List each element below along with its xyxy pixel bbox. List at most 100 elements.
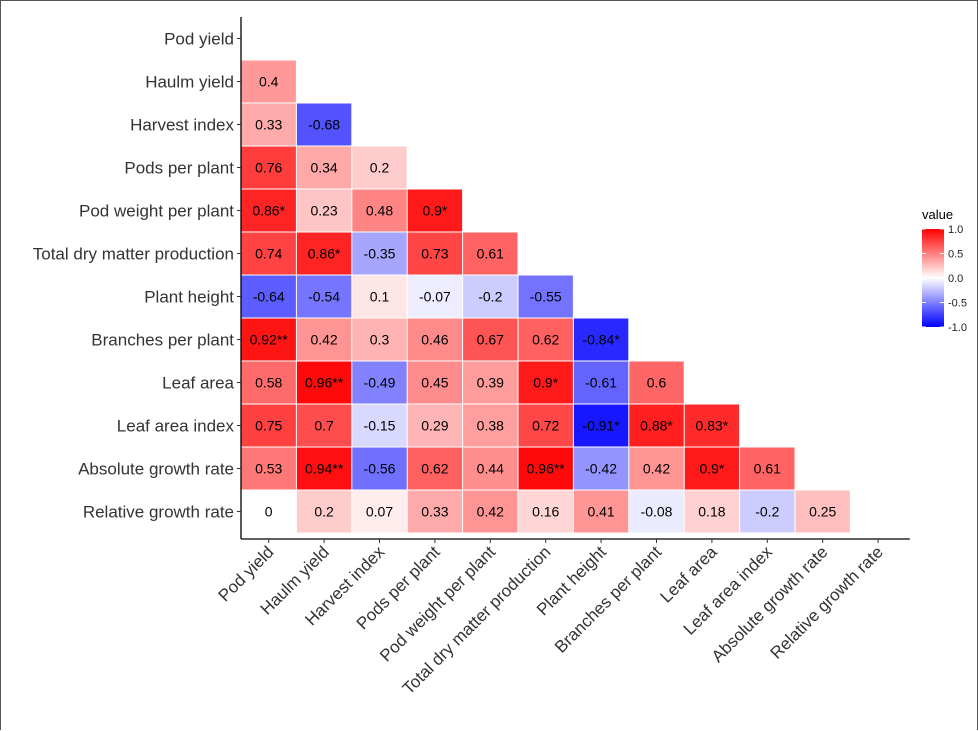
y-tick-label: Relative growth rate [83, 503, 234, 522]
heatmap-cell [352, 490, 407, 533]
heatmap-cell [241, 189, 296, 232]
cell-value-label: 0.16 [532, 504, 559, 520]
heatmap-cell [518, 490, 573, 533]
legend-tick-label: 0.0 [948, 273, 963, 285]
heatmap-cell [407, 318, 463, 361]
y-tick-label: Haulm yield [145, 73, 234, 92]
heatmap-cell [684, 490, 740, 533]
cell-value-label: 0.18 [698, 504, 725, 520]
heatmap-cell [573, 404, 629, 447]
cell-value-label: 0.9* [422, 203, 447, 219]
cell-value-label: 0.25 [809, 504, 836, 520]
cell-value-label: 0.75 [255, 418, 282, 434]
legend-tick-label: -1.0 [948, 322, 967, 334]
cell-value-label: 0.73 [421, 246, 448, 262]
heatmap-cell [352, 146, 407, 189]
heatmap-cell [740, 447, 795, 490]
heatmap-cell [463, 404, 518, 447]
cell-value-label: 0.07 [366, 504, 393, 520]
heatmap-cell [407, 361, 463, 404]
cell-value-label: 0.34 [310, 160, 337, 176]
y-tick-label: Absolute growth rate [78, 460, 234, 479]
heatmap-cell [463, 318, 518, 361]
heatmap-cell [296, 275, 352, 318]
legend-tick-label: -0.5 [948, 298, 967, 310]
y-tick-label: Plant height [144, 288, 234, 307]
y-tick-label: Pods per plant [124, 159, 234, 178]
heatmap-cell [407, 275, 463, 318]
cell-value-label: 0.33 [255, 117, 282, 133]
y-tick-label: Pod weight per plant [79, 202, 234, 221]
heatmap-cell [518, 275, 573, 318]
heatmap-cell [352, 404, 407, 447]
cell-value-label: 0.9* [699, 461, 724, 477]
cell-value-label: 0.88* [640, 418, 673, 434]
heatmap-cell [463, 275, 518, 318]
cell-value-label: 0.41 [587, 504, 614, 520]
heatmap-cell [684, 404, 740, 447]
cell-value-label: 0.67 [477, 332, 504, 348]
heatmap-cell [463, 447, 518, 490]
cell-value-label: 0.42 [643, 461, 670, 477]
y-tick-label: Leaf area [162, 374, 234, 393]
heatmap-cell [241, 60, 296, 103]
cell-value-label: -0.2 [755, 504, 779, 520]
cell-value-label: -0.64 [253, 289, 285, 305]
heatmap-cell [241, 490, 296, 533]
cell-value-label: 0.62 [532, 332, 559, 348]
heatmap-cell [573, 490, 629, 533]
cell-value-label: 0.96** [527, 461, 566, 477]
cell-value-label: 0.61 [477, 246, 504, 262]
heatmap-cell [296, 189, 352, 232]
cell-value-label: -0.2 [478, 289, 502, 305]
heatmap-cell [407, 490, 463, 533]
cell-value-label: 0.72 [532, 418, 559, 434]
cell-value-label: 0.48 [366, 203, 393, 219]
heatmap-cell [352, 447, 407, 490]
cell-value-label: 0.76 [255, 160, 282, 176]
cell-value-label: 0.4 [259, 74, 279, 90]
heatmap-cell [296, 447, 352, 490]
cell-value-label: -0.35 [364, 246, 396, 262]
cell-value-label: 0.53 [255, 461, 282, 477]
cell-value-label: -0.54 [308, 289, 340, 305]
cell-value-label: 0.6 [647, 375, 667, 391]
legend-title: value [922, 207, 953, 222]
cell-value-label: 0.9* [533, 375, 558, 391]
heatmap-cells: 0.4 0.33 -0.68 0.76 0.34 0.2 0.86* 0.23 0.48 0.9*… [241, 60, 850, 533]
heatmap-cell [629, 361, 684, 404]
cell-value-label: -0.08 [641, 504, 673, 520]
heatmap-cell [518, 361, 573, 404]
heatmap-cell [241, 404, 296, 447]
cell-value-label: 0.39 [477, 375, 504, 391]
cell-value-label: 0.3 [370, 332, 390, 348]
heatmap-cell [629, 490, 684, 533]
heatmap-cell [352, 361, 407, 404]
color-legend: value 1.0 0.5 0.0 -0.5 -1.0 [922, 207, 967, 334]
heatmap-cell [573, 361, 629, 404]
legend-tick-label: 0.5 [948, 249, 963, 261]
heatmap-cell [241, 146, 296, 189]
x-tick-label: Branches per plant [551, 542, 666, 657]
heatmap-cell [241, 361, 296, 404]
y-tick-label: Harvest index [130, 116, 234, 135]
cell-value-label: 0.94** [305, 461, 344, 477]
legend-tick-label: 1.0 [948, 224, 963, 236]
heatmap-cell [629, 404, 684, 447]
heatmap-cell [407, 232, 463, 275]
heatmap-cell [296, 361, 352, 404]
y-tick-label: Total dry matter production [33, 245, 234, 264]
cell-value-label: 0.42 [477, 504, 504, 520]
cell-value-label: 0.92** [250, 332, 289, 348]
cell-value-label: 0.33 [421, 504, 448, 520]
cell-value-label: 0.74 [255, 246, 282, 262]
cell-value-label: -0.91* [582, 418, 620, 434]
heatmap-cell [740, 490, 795, 533]
cell-value-label: -0.42 [585, 461, 617, 477]
heatmap-cell [296, 318, 352, 361]
cell-value-label: -0.68 [308, 117, 340, 133]
cell-value-label: 0.42 [310, 332, 337, 348]
